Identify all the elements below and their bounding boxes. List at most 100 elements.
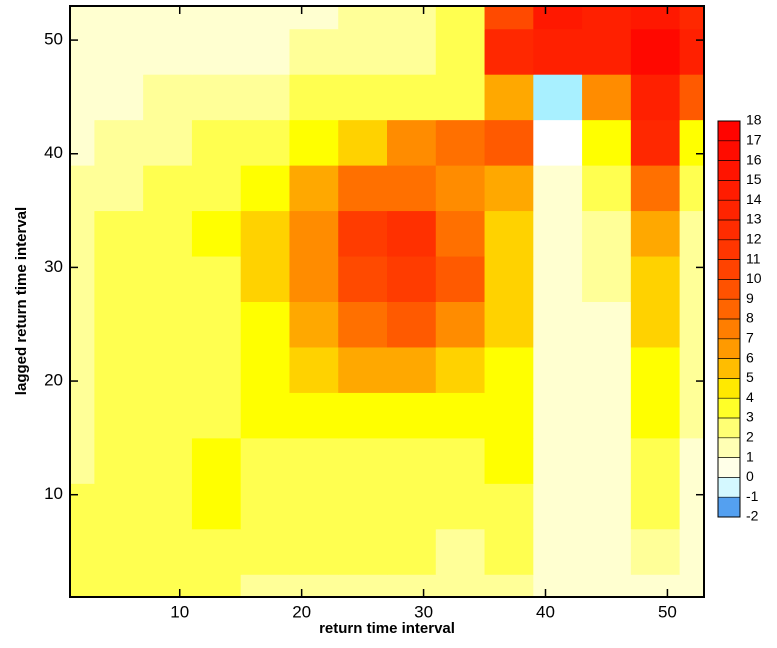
heat-cell bbox=[435, 528, 486, 575]
heat-cell bbox=[630, 483, 681, 530]
heat-cell bbox=[338, 574, 388, 597]
heat-cell bbox=[240, 301, 290, 348]
heat-cell bbox=[191, 165, 242, 212]
heat-cell bbox=[533, 346, 583, 393]
heat-cell bbox=[240, 28, 290, 75]
heat-cell bbox=[387, 392, 437, 439]
heat-cell bbox=[630, 392, 681, 439]
heat-cell bbox=[484, 574, 534, 597]
heat-cell bbox=[70, 528, 95, 575]
heat-cell bbox=[435, 574, 486, 597]
heat-cell bbox=[679, 6, 704, 30]
y-tick-label: 40 bbox=[44, 143, 63, 162]
heat-cell bbox=[191, 483, 242, 530]
colorbar-band bbox=[718, 160, 740, 181]
heat-cell bbox=[191, 74, 242, 121]
heat-cell bbox=[70, 6, 95, 30]
heat-cell bbox=[435, 301, 486, 348]
heat-cell bbox=[289, 528, 339, 575]
heat-cell bbox=[94, 392, 144, 439]
heat-cell bbox=[191, 28, 242, 75]
heat-cell bbox=[387, 437, 437, 484]
colorbar-label: 15 bbox=[746, 171, 762, 187]
heat-cell bbox=[435, 346, 486, 393]
heat-cell bbox=[484, 210, 534, 257]
heat-cell bbox=[630, 6, 681, 30]
heat-cell bbox=[679, 74, 704, 121]
colorbar-label: 4 bbox=[746, 389, 754, 405]
heat-cell bbox=[70, 119, 95, 166]
heat-cell bbox=[533, 483, 583, 530]
heat-cell bbox=[94, 483, 144, 530]
heat-cell bbox=[582, 437, 632, 484]
heat-cell bbox=[484, 437, 534, 484]
heat-cell bbox=[289, 28, 339, 75]
heat-cell bbox=[533, 528, 583, 575]
colorbar-label: 8 bbox=[746, 310, 754, 326]
heat-cell bbox=[289, 392, 339, 439]
colorbar-label: 12 bbox=[746, 231, 762, 247]
heat-cell bbox=[70, 574, 95, 597]
colorbar-band bbox=[718, 220, 740, 240]
heat-cell bbox=[94, 256, 144, 302]
heat-cell bbox=[338, 119, 388, 166]
heat-cell bbox=[70, 346, 95, 393]
heat-cell bbox=[435, 28, 486, 75]
heat-cell bbox=[484, 301, 534, 348]
colorbar-label: 17 bbox=[746, 132, 762, 148]
heat-cell bbox=[679, 256, 704, 302]
colorbar-label: 7 bbox=[746, 330, 754, 346]
heat-cell bbox=[484, 483, 534, 530]
heat-cell bbox=[240, 74, 290, 121]
colorbar-band bbox=[718, 239, 740, 260]
heat-cell bbox=[338, 528, 388, 575]
heat-cell bbox=[582, 528, 632, 575]
heat-cell bbox=[240, 210, 290, 257]
heat-cell bbox=[533, 119, 583, 166]
colorbar-band bbox=[718, 140, 740, 161]
colorbar-label: 11 bbox=[746, 250, 761, 266]
heat-cell bbox=[289, 119, 339, 166]
colorbar-label: 10 bbox=[746, 270, 762, 286]
heat-cell bbox=[94, 165, 144, 212]
heat-cell bbox=[289, 483, 339, 530]
heat-cell bbox=[338, 437, 388, 484]
heat-cell bbox=[387, 210, 437, 257]
colorbar-band bbox=[718, 259, 740, 280]
heat-cell bbox=[143, 301, 193, 348]
heat-cell bbox=[94, 74, 144, 121]
heat-cell bbox=[240, 574, 290, 597]
colorbar-label: 16 bbox=[746, 151, 762, 167]
colorbar-band bbox=[718, 299, 740, 319]
heat-cell bbox=[94, 210, 144, 257]
heat-cell bbox=[630, 256, 681, 302]
heat-cell bbox=[387, 165, 437, 212]
heat-cell bbox=[533, 28, 583, 75]
heat-cell bbox=[289, 346, 339, 393]
heat-cell bbox=[338, 6, 388, 30]
heat-cell bbox=[533, 6, 583, 30]
heat-cell bbox=[435, 256, 486, 302]
colorbar-band bbox=[718, 338, 740, 359]
heat-cell bbox=[240, 528, 290, 575]
heat-cell bbox=[240, 256, 290, 302]
heat-cell bbox=[338, 74, 388, 121]
heat-cell bbox=[679, 346, 704, 393]
heatmap bbox=[70, 6, 704, 597]
heat-cell bbox=[533, 301, 583, 348]
heat-cell bbox=[387, 346, 437, 393]
heat-cell bbox=[143, 528, 193, 575]
heat-cell bbox=[338, 301, 388, 348]
x-tick-label: 30 bbox=[414, 602, 433, 621]
heat-cell bbox=[191, 392, 242, 439]
heat-cell bbox=[143, 119, 193, 166]
heat-cell bbox=[630, 528, 681, 575]
heat-cell bbox=[582, 301, 632, 348]
heat-cell bbox=[435, 437, 486, 484]
heat-cell bbox=[484, 74, 534, 121]
heat-cell bbox=[630, 346, 681, 393]
colorbar-band bbox=[718, 418, 740, 438]
heat-cell bbox=[679, 165, 704, 212]
heat-cell bbox=[338, 256, 388, 302]
